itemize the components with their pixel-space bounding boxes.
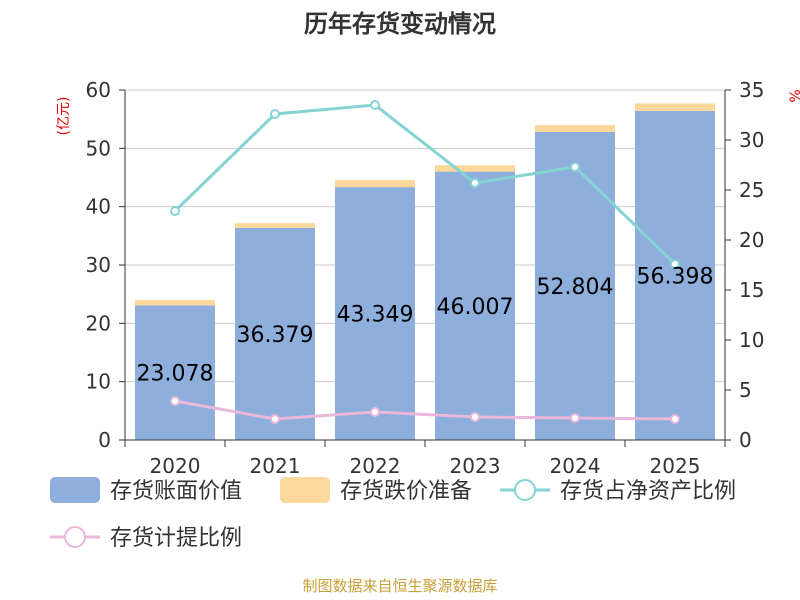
x-tick-label: 2025: [650, 454, 701, 478]
provision-ratio-point: [170, 396, 180, 406]
bars-layer: [135, 103, 715, 441]
source-note: 制图数据来自恒生聚源数据库: [302, 577, 497, 595]
legend-provision-ratio-swatch-marker: [64, 526, 86, 548]
provision-ratio-point: [670, 414, 680, 424]
bar-value-label: 43.349: [337, 303, 414, 328]
left-tick-label: 30: [86, 253, 111, 277]
bar-provision: [535, 124, 615, 132]
bar-provision: [135, 300, 215, 306]
legend-ratio-net-assets-label: 存货占净资产比例: [560, 479, 736, 504]
left-tick-label: 40: [86, 195, 111, 219]
x-tick-label: 2023: [450, 454, 501, 478]
right-axis-unit: %: [788, 89, 800, 102]
bar-book-value: [435, 171, 515, 440]
left-tick-label: 0: [98, 428, 111, 452]
x-tick-label: 2021: [250, 454, 301, 478]
x-tick-label: 2024: [550, 454, 601, 478]
ratio-net-assets-point: [670, 259, 680, 269]
right-tick-label: 0: [739, 428, 752, 452]
provision-ratio-point: [470, 412, 480, 422]
legend-provision-ratio-label: 存货计提比例: [110, 526, 242, 551]
bar-value-label: 23.078: [137, 362, 214, 387]
right-tick-label: 10: [739, 328, 764, 352]
right-tick-label: 20: [739, 228, 764, 252]
legend-book-value-label: 存货账面价值: [110, 479, 242, 504]
provision-ratio-point: [370, 407, 380, 417]
provision-ratio-point: [570, 413, 580, 423]
bar-value-label: 56.398: [637, 265, 714, 290]
bar-provision: [635, 103, 715, 112]
legend-ratio-net-assets-swatch-marker: [514, 479, 536, 501]
bar-value-label: 52.804: [537, 275, 614, 300]
ratio-net-assets-point: [370, 100, 380, 110]
bar-book-value: [235, 227, 315, 440]
legend-provision-label: 存货跌价准备: [340, 479, 472, 504]
right-tick-label: 30: [739, 128, 764, 152]
right-tick-label: 35: [739, 78, 764, 102]
legend-provision-swatch: [280, 477, 330, 503]
grid-lines: [125, 89, 725, 383]
bar-book-value: [635, 111, 715, 441]
data-labels-layer: 23.078 36.379 43.349 46.007 52.804 56.398: [137, 265, 714, 387]
x-tick-label: 2022: [350, 454, 401, 478]
left-tick-label: 10: [86, 370, 111, 394]
left-tick-label: 60: [86, 78, 111, 102]
bar-book-value: [335, 187, 415, 440]
bar-book-value: [135, 305, 215, 440]
ratio-net-assets-point: [170, 206, 180, 216]
left-tick-label: 20: [86, 311, 111, 335]
lines-layer: [170, 100, 680, 424]
bar-value-label: 36.379: [237, 323, 314, 348]
right-tick-label: 25: [739, 178, 764, 202]
bar-book-value: [535, 131, 615, 440]
ratio-net-assets-point: [570, 162, 580, 172]
bar-provision: [435, 165, 515, 172]
bar-provision: [235, 223, 315, 228]
ratio-net-assets-line: [173, 103, 677, 266]
chart-title: 历年存货变动情况: [304, 10, 496, 38]
legend-book-value-swatch: [50, 477, 100, 503]
bar-value-label: 46.007: [437, 295, 514, 320]
right-tick-label: 15: [739, 278, 764, 302]
x-tick-label: 2020: [150, 454, 201, 478]
left-tick-label: 50: [86, 136, 111, 160]
ratio-net-assets-point: [270, 109, 280, 119]
left-axis-unit: (亿元): [56, 97, 72, 136]
provision-ratio-point: [270, 414, 280, 424]
ratio-net-assets-point: [470, 178, 480, 188]
right-tick-label: 5: [739, 378, 752, 402]
bar-provision: [335, 180, 415, 188]
provision-ratio-line: [174, 399, 676, 421]
